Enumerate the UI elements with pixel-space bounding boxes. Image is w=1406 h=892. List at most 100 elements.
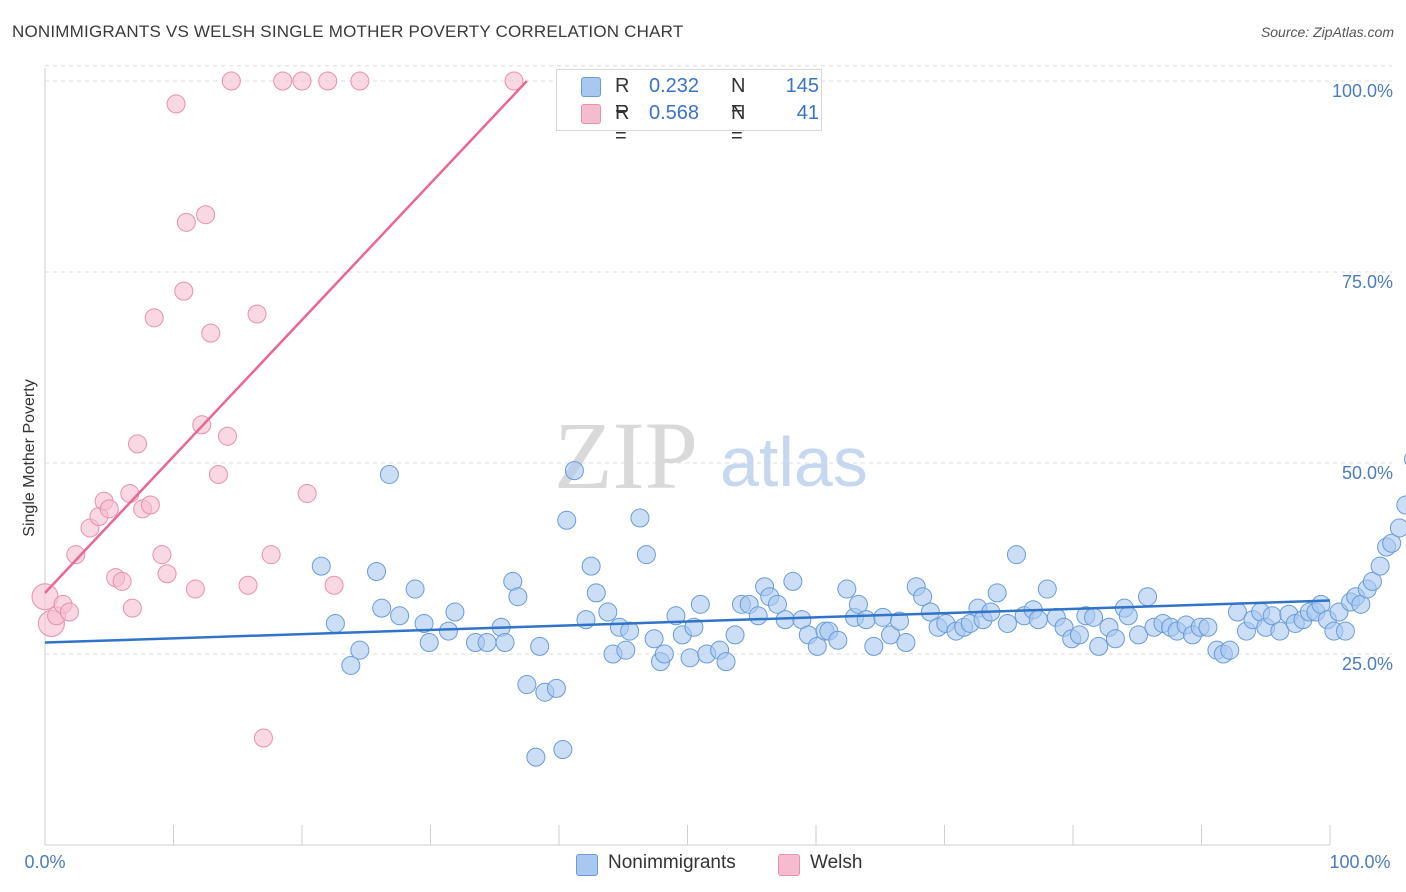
point-nonimmigrants — [997, 613, 1017, 633]
point-nonimmigrants — [620, 621, 640, 641]
point-nonimmigrants — [1335, 621, 1355, 641]
point-nonimmigrants — [350, 640, 370, 660]
point-welsh — [247, 304, 267, 324]
point-nonimmigrants — [1129, 625, 1149, 645]
legend-swatch-pink — [581, 104, 601, 124]
point-nonimmigrants — [767, 594, 787, 614]
point-nonimmigrants — [311, 556, 331, 576]
point-welsh — [273, 71, 293, 91]
point-nonimmigrants — [405, 579, 425, 599]
point-nonimmigrants — [1084, 607, 1104, 627]
point-welsh — [152, 545, 172, 565]
point-welsh — [350, 71, 370, 91]
point-nonimmigrants — [438, 621, 458, 641]
point-nonimmigrants — [748, 606, 768, 626]
watermark-zip: ZIP — [554, 402, 698, 509]
point-nonimmigrants — [684, 617, 704, 637]
y-tick-label: 25.0% — [1342, 654, 1393, 674]
legend-swatch-blue — [581, 77, 601, 97]
point-nonimmigrants — [987, 583, 1007, 603]
legend-r-value: 0.232 — [649, 75, 700, 97]
point-nonimmigrants — [1396, 495, 1406, 515]
legend-n-value: 145 — [785, 75, 819, 97]
point-welsh — [144, 308, 164, 328]
point-welsh — [318, 71, 338, 91]
legend-n-label: N = — [731, 75, 746, 120]
legend-label-nonimmigrants: Nonimmigrants — [608, 852, 736, 873]
point-nonimmigrants — [828, 630, 848, 650]
point-welsh — [238, 575, 258, 595]
point-welsh — [185, 579, 205, 599]
point-welsh — [157, 564, 177, 584]
point-welsh — [261, 545, 281, 565]
point-welsh — [140, 495, 160, 515]
point-nonimmigrants — [419, 633, 439, 653]
point-nonimmigrants — [372, 598, 392, 618]
y-tick-label: 100.0% — [1332, 81, 1393, 101]
point-nonimmigrants — [848, 594, 868, 614]
legend-label-welsh: Welsh — [810, 852, 863, 873]
point-nonimmigrants — [1118, 606, 1138, 626]
point-welsh — [66, 545, 86, 565]
point-welsh — [59, 602, 79, 622]
x-tick-label-max: 100.0% — [1329, 852, 1390, 872]
point-nonimmigrants — [881, 625, 901, 645]
point-welsh — [208, 464, 228, 484]
point-nonimmigrants — [837, 579, 857, 599]
point-nonimmigrants — [1006, 545, 1026, 565]
point-nonimmigrants — [920, 602, 940, 622]
y-tick-labels: 25.0% 50.0% 75.0% 100.0% — [1332, 81, 1393, 674]
point-nonimmigrants — [530, 636, 550, 656]
axes — [44, 68, 1331, 846]
point-welsh — [176, 212, 196, 232]
point-nonimmigrants — [666, 606, 686, 626]
point-nonimmigrants — [783, 571, 803, 591]
point-welsh — [324, 575, 344, 595]
point-nonimmigrants — [716, 652, 736, 672]
point-nonimmigrants — [586, 583, 606, 603]
point-welsh — [174, 281, 194, 301]
point-nonimmigrants — [445, 602, 465, 622]
point-nonimmigrants — [341, 655, 361, 675]
point-nonimmigrants — [690, 594, 710, 614]
point-nonimmigrants — [553, 740, 573, 759]
point-welsh — [217, 426, 237, 446]
point-welsh — [120, 484, 140, 504]
point-welsh — [253, 728, 273, 748]
x-tick-labels: 0.0% 100.0% — [24, 852, 1390, 872]
point-nonimmigrants — [508, 587, 528, 607]
point-welsh — [201, 323, 221, 343]
y-tick-label: 50.0% — [1342, 463, 1393, 483]
point-nonimmigrants — [1069, 625, 1089, 645]
point-nonimmigrants — [913, 587, 933, 607]
point-nonimmigrants — [807, 636, 827, 656]
point-nonimmigrants — [680, 648, 700, 668]
point-welsh — [128, 434, 148, 454]
x-tick-label-min: 0.0% — [24, 852, 65, 872]
point-nonimmigrants — [644, 629, 664, 649]
legend-swatch-welsh — [778, 854, 800, 876]
gridlines — [45, 65, 1392, 655]
point-nonimmigrants — [873, 607, 893, 627]
y-axis-title: Single Mother Poverty — [21, 379, 38, 536]
point-nonimmigrants — [890, 611, 910, 631]
point-nonimmigrants — [1382, 533, 1402, 553]
point-nonimmigrants — [616, 640, 636, 660]
legend-n-label: N = — [731, 102, 746, 147]
point-nonimmigrants — [1089, 636, 1109, 656]
source-label: Source: ZipAtlas.com — [1260, 24, 1394, 40]
point-nonimmigrants — [477, 633, 497, 653]
point-nonimmigrants — [325, 613, 345, 633]
point-nonimmigrants — [1105, 629, 1125, 649]
point-nonimmigrants — [390, 606, 410, 626]
point-nonimmigrants — [864, 636, 884, 656]
point-nonimmigrants — [414, 613, 434, 633]
point-welsh — [99, 499, 119, 519]
point-welsh — [166, 94, 186, 114]
correlation-legend: R = 0.232 N = 145 R = 0.568 N = 41 — [556, 69, 822, 147]
point-welsh — [112, 571, 132, 591]
trend-lines — [44, 80, 1331, 644]
point-welsh — [297, 484, 317, 504]
point-nonimmigrants — [856, 610, 876, 630]
point-nonimmigrants — [1270, 621, 1290, 641]
